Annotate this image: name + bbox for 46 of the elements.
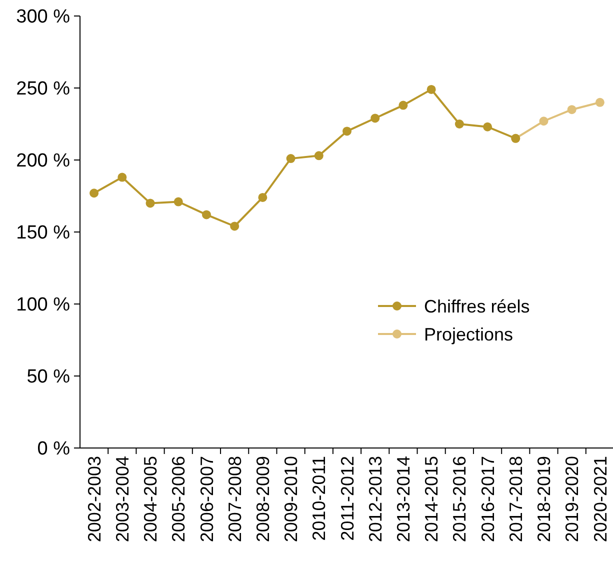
legend-label: Chiffres réels xyxy=(424,296,530,316)
y-tick-label: 150 % xyxy=(16,222,70,244)
point xyxy=(483,122,492,132)
x-tick-label: 2012-2013 xyxy=(365,456,386,542)
y-tick-label: 250 % xyxy=(16,78,70,100)
point xyxy=(118,172,127,182)
point xyxy=(454,120,464,128)
point xyxy=(230,222,240,231)
y-tick-label: 300 % xyxy=(16,6,70,28)
point xyxy=(174,197,183,206)
point xyxy=(342,126,352,136)
point xyxy=(146,198,155,208)
x-tick-label: 2007-2008 xyxy=(224,456,245,542)
x-tick-label: 2004-2005 xyxy=(140,456,161,542)
point xyxy=(202,210,211,220)
legend-label: Projections xyxy=(424,324,514,344)
x-tick-label: 2014-2015 xyxy=(422,456,442,542)
x-tick-label: 2020-2021 xyxy=(590,456,610,542)
x-tick-label: 2009-2010 xyxy=(281,456,302,542)
point xyxy=(370,114,380,123)
x-tick-label: 2005-2006 xyxy=(168,456,189,542)
x-tick-label: 2011-2012 xyxy=(337,456,358,541)
x-tick-label: 2013-2014 xyxy=(394,456,414,542)
x-tick-label: 2003-2004 xyxy=(112,456,132,542)
y-tick-label: 200 % xyxy=(16,150,70,172)
point xyxy=(595,98,604,107)
x-tick-label: 2010-2011 xyxy=(309,456,330,541)
point xyxy=(567,105,576,114)
point xyxy=(90,188,99,198)
x-tick-label: 2006-2007 xyxy=(196,456,217,542)
y-tick-label: 100 % xyxy=(16,294,70,316)
x-tick-label: 2019-2020 xyxy=(562,456,582,542)
x-tick-label: 2002-2003 xyxy=(84,456,104,542)
point xyxy=(286,154,296,164)
x-tick-label: 2017-2018 xyxy=(506,456,526,542)
point xyxy=(426,84,436,94)
x-tick-label: 2018-2019 xyxy=(534,456,554,542)
point xyxy=(314,151,324,160)
y-tick-label: 50 % xyxy=(26,366,70,388)
x-tick-label: 2015-2016 xyxy=(450,456,470,542)
point xyxy=(258,192,268,202)
x-tick-label: 2008-2009 xyxy=(252,456,273,542)
point xyxy=(398,100,408,110)
y-tick-label: 0 % xyxy=(37,438,70,460)
x-tick-label: 2016-2017 xyxy=(478,456,498,542)
point xyxy=(539,116,548,126)
